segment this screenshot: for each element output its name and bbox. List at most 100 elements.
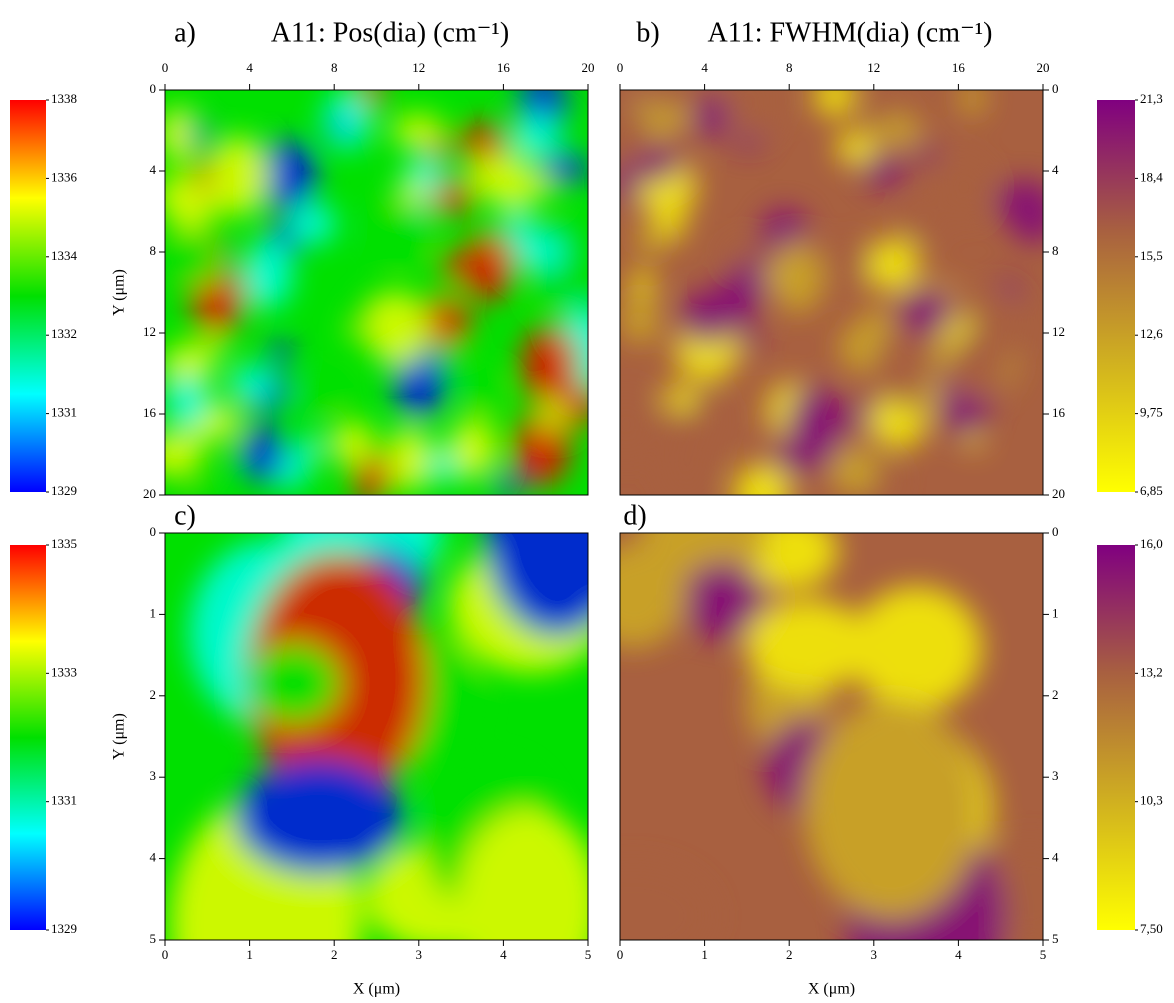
map-blob <box>729 239 754 269</box>
map-blob <box>165 106 200 163</box>
map-blob <box>461 232 516 302</box>
map-blob <box>184 483 212 495</box>
x-tick-label: 20 <box>1037 60 1050 75</box>
map-blob <box>836 129 877 165</box>
map-blob <box>391 113 444 148</box>
map-blob <box>519 324 581 407</box>
map-blob <box>248 645 339 722</box>
map-blob <box>679 561 767 640</box>
map-blob <box>165 375 210 428</box>
y-tick-label: 0 <box>150 81 157 96</box>
map-blob <box>737 327 762 351</box>
map-blob <box>465 377 501 414</box>
map-blob <box>371 199 431 265</box>
map-blob <box>484 533 588 638</box>
map-blob <box>257 139 318 212</box>
y-tick-label: 16 <box>143 405 157 420</box>
plot-frame <box>164 532 589 941</box>
map-blob <box>165 179 186 202</box>
x-tick-label: 5 <box>585 947 592 962</box>
x-tick-label: 20 <box>582 60 595 75</box>
y-tick-label: 3 <box>150 768 157 783</box>
map-blob <box>939 155 988 219</box>
map-blob <box>745 599 872 691</box>
panel: 0 1 2 3 4 5 0 1 2 3 4 5 d) X (μm) 7,50 10,3 13,2 16,0 <box>617 500 1163 997</box>
panel-label: b) <box>636 17 659 48</box>
map-blob <box>661 431 714 469</box>
panel-label: a) <box>174 17 196 48</box>
map-image <box>620 90 1043 495</box>
map-blob <box>733 463 791 495</box>
colorbar-tick-label: 1331 <box>51 793 77 808</box>
map-blob <box>804 699 980 919</box>
y-tick-label: 2 <box>150 687 157 702</box>
map-blob <box>322 90 372 151</box>
colorbar-tick-label: 1336 <box>51 169 78 184</box>
y-tick-label: 12 <box>1052 324 1065 339</box>
map-blob <box>243 240 293 310</box>
colorbar-tick-label: 1329 <box>51 483 77 498</box>
map-blob <box>185 125 212 143</box>
y-tick-label: 1 <box>1052 605 1059 620</box>
colorbar-tick-label: 1334 <box>51 248 78 263</box>
y-tick-label: 8 <box>150 243 157 258</box>
map-blob <box>491 473 522 495</box>
colorbar-tick-label: 1332 <box>51 326 77 341</box>
map-blob <box>959 90 986 116</box>
map-blob <box>946 332 1010 399</box>
plot-frame <box>164 89 589 496</box>
x-tick-label: 5 <box>1040 947 1047 962</box>
x-tick-label: 4 <box>701 60 708 75</box>
map-image <box>165 90 588 495</box>
map-blob <box>365 290 428 367</box>
map-blob <box>620 106 652 167</box>
map-blob <box>620 862 713 940</box>
map-blob <box>716 275 758 328</box>
x-tick-label: 2 <box>331 947 338 962</box>
map-blobs <box>620 533 1043 940</box>
x-tick-label: 4 <box>246 60 253 75</box>
map-blob <box>456 808 588 940</box>
map-blob <box>718 90 781 139</box>
colorbar-tick-label: 13,2 <box>1140 664 1163 679</box>
y-tick-label: 5 <box>150 931 157 946</box>
colorbar <box>10 545 46 930</box>
map-blobs <box>620 90 1043 495</box>
panel: 0 4 8 12 16 20 0 4 8 12 16 20 a) A11: Pos(dia) (cm⁻¹)… <box>10 17 595 501</box>
map-blob <box>449 417 498 479</box>
x-tick-label: 16 <box>952 60 966 75</box>
map-blob <box>873 328 933 404</box>
panel-label: d) <box>623 500 646 531</box>
map-blob <box>904 200 938 243</box>
colorbar-tick-label: 1331 <box>51 405 77 420</box>
x-tick-label: 16 <box>497 60 511 75</box>
x-tick-label: 12 <box>867 60 880 75</box>
x-tick-label: 3 <box>416 947 423 962</box>
y-tick-label: 4 <box>150 850 157 865</box>
y-tick-label: 0 <box>1052 524 1059 539</box>
map-blob <box>541 151 588 185</box>
map-blob <box>501 212 537 238</box>
y-tick-label: 5 <box>1052 931 1059 946</box>
x-axis-label: X (μm) <box>353 981 400 998</box>
map-blob <box>784 384 847 470</box>
y-tick-label: 20 <box>1052 486 1065 501</box>
map-blob <box>392 347 447 419</box>
x-tick-label: 4 <box>500 947 507 962</box>
map-blob <box>522 171 554 199</box>
colorbar-tick-label: 7,50 <box>1140 921 1163 936</box>
map-blob <box>963 435 984 449</box>
map-blob <box>330 420 375 467</box>
map-blob <box>268 339 293 365</box>
y-tick-label: 1 <box>150 605 157 620</box>
y-tick-label: 4 <box>1052 162 1059 177</box>
map-image <box>620 533 1043 940</box>
map-blob <box>210 244 231 258</box>
colorbar-tick-label: 6,85 <box>1140 483 1163 498</box>
colorbar-tick-label: 10,3 <box>1140 793 1163 808</box>
colorbar-tick-label: 15,5 <box>1140 248 1163 263</box>
y-tick-label: 8 <box>1052 243 1059 258</box>
x-tick-label: 12 <box>412 60 425 75</box>
